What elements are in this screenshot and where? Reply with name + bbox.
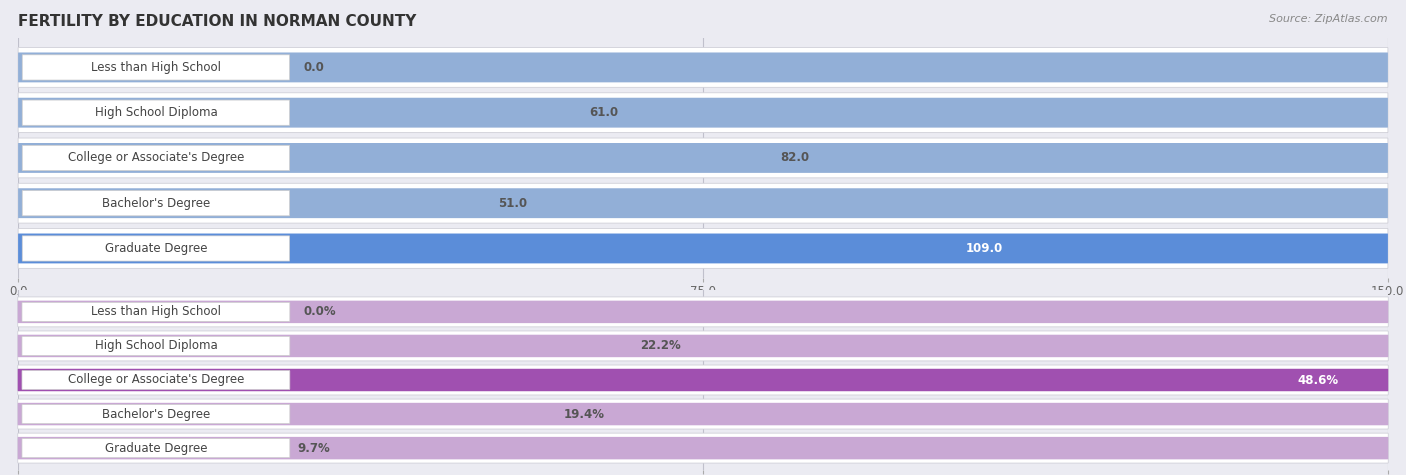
Text: High School Diploma: High School Diploma	[94, 106, 218, 119]
FancyBboxPatch shape	[18, 98, 1388, 128]
FancyBboxPatch shape	[22, 405, 290, 424]
FancyBboxPatch shape	[18, 234, 1388, 264]
Text: 51.0: 51.0	[498, 197, 527, 209]
Text: Graduate Degree: Graduate Degree	[104, 442, 207, 455]
FancyBboxPatch shape	[18, 48, 1388, 87]
FancyBboxPatch shape	[18, 437, 1388, 459]
Text: 61.0: 61.0	[589, 106, 619, 119]
Text: 22.2%: 22.2%	[640, 340, 681, 352]
FancyBboxPatch shape	[22, 236, 290, 261]
FancyBboxPatch shape	[22, 336, 290, 355]
Text: Source: ZipAtlas.com: Source: ZipAtlas.com	[1270, 14, 1388, 24]
FancyBboxPatch shape	[18, 138, 1388, 178]
Text: 109.0: 109.0	[965, 242, 1002, 255]
Text: College or Associate's Degree: College or Associate's Degree	[67, 373, 245, 387]
FancyBboxPatch shape	[18, 335, 1388, 357]
Text: Less than High School: Less than High School	[91, 305, 221, 318]
FancyBboxPatch shape	[18, 331, 1388, 361]
FancyBboxPatch shape	[18, 52, 1388, 82]
Text: Graduate Degree: Graduate Degree	[104, 242, 207, 255]
FancyBboxPatch shape	[22, 303, 290, 322]
FancyBboxPatch shape	[18, 93, 1388, 133]
FancyBboxPatch shape	[18, 365, 1388, 395]
FancyBboxPatch shape	[18, 301, 1388, 323]
FancyBboxPatch shape	[22, 100, 290, 125]
Text: 0.0: 0.0	[304, 61, 323, 74]
Text: FERTILITY BY EDUCATION IN NORMAN COUNTY: FERTILITY BY EDUCATION IN NORMAN COUNTY	[18, 14, 416, 29]
FancyBboxPatch shape	[18, 399, 1388, 429]
FancyBboxPatch shape	[22, 190, 290, 216]
FancyBboxPatch shape	[18, 143, 1388, 173]
Text: 82.0: 82.0	[780, 152, 810, 164]
FancyBboxPatch shape	[18, 369, 1388, 391]
FancyBboxPatch shape	[18, 403, 1388, 425]
FancyBboxPatch shape	[18, 188, 1388, 218]
Text: High School Diploma: High School Diploma	[94, 340, 218, 352]
Text: Bachelor's Degree: Bachelor's Degree	[101, 408, 209, 420]
Text: 48.6%: 48.6%	[1298, 373, 1339, 387]
FancyBboxPatch shape	[18, 297, 1388, 327]
FancyBboxPatch shape	[22, 370, 290, 389]
Text: Bachelor's Degree: Bachelor's Degree	[101, 197, 209, 209]
Text: College or Associate's Degree: College or Associate's Degree	[67, 152, 245, 164]
FancyBboxPatch shape	[18, 433, 1388, 463]
FancyBboxPatch shape	[18, 183, 1388, 223]
FancyBboxPatch shape	[18, 228, 1388, 268]
Text: 19.4%: 19.4%	[564, 408, 605, 420]
Text: 9.7%: 9.7%	[298, 442, 330, 455]
Text: 0.0%: 0.0%	[304, 305, 336, 318]
FancyBboxPatch shape	[22, 145, 290, 171]
FancyBboxPatch shape	[22, 55, 290, 80]
Text: Less than High School: Less than High School	[91, 61, 221, 74]
FancyBboxPatch shape	[22, 438, 290, 457]
